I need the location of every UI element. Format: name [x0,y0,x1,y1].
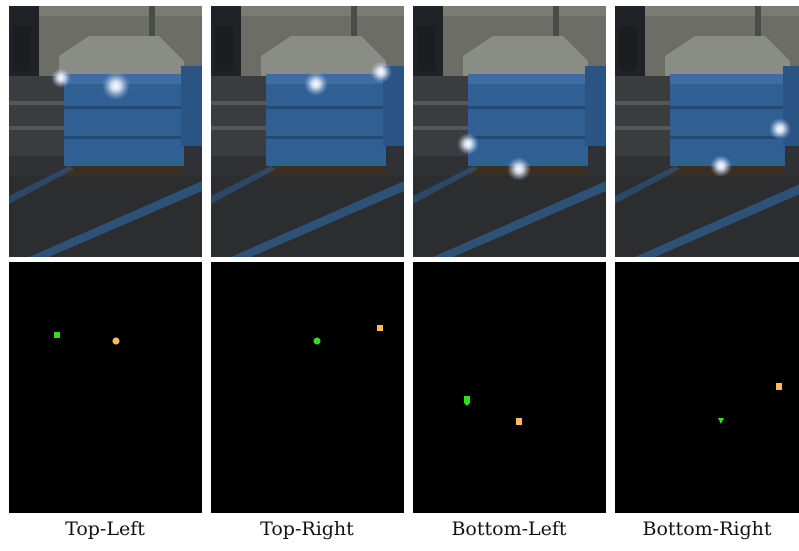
caption-bottom-left: Bottom-Left [451,518,567,540]
mask-top-right [211,262,404,513]
photo-bottom-left [413,6,606,257]
mask-bottom-left [413,262,606,513]
mask-bottom-right [615,262,799,513]
caption-top-right: Top-Right [260,518,354,540]
orange-keypoint [776,383,782,390]
green-keypoint [718,418,724,424]
green-keypoint [54,332,60,338]
green-keypoint [464,396,470,406]
mask-top-left [9,262,202,513]
photo-top-right [211,6,404,257]
orange-keypoint [516,418,522,425]
caption-bottom-right: Bottom-Right [642,518,772,540]
photo-top-left [9,6,202,257]
green-keypoint [313,337,321,345]
orange-keypoint [377,325,383,331]
photo-bottom-right [615,6,799,257]
caption-top-left: Top-Left [65,518,145,540]
orange-keypoint [112,337,120,345]
